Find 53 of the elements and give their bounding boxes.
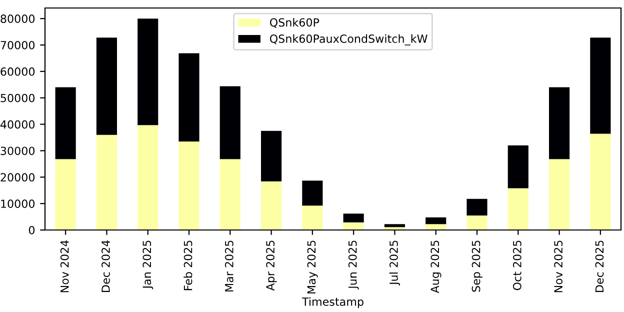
- bar: [302, 206, 323, 230]
- y-tick-label: 0: [28, 226, 35, 234]
- bar: [261, 130, 282, 182]
- y-tick-label: 40000: [0, 120, 35, 129]
- bar: [220, 159, 240, 230]
- x-tick-label: Apr 2025: [266, 240, 277, 291]
- bar: [302, 180, 323, 206]
- legend-label: QSnk60PauxCondSwitch_kW: [270, 34, 428, 46]
- legend-label: QSnk60P: [270, 18, 320, 28]
- bar: [590, 38, 611, 134]
- x-tick-label: Jul 2025: [389, 240, 400, 286]
- x-tick-label: Dec 2024: [102, 240, 110, 292]
- y-tick-label: 60000: [0, 67, 35, 76]
- x-tick-label: Nov 2024: [60, 240, 69, 292]
- bar: [426, 224, 446, 230]
- x-axis-title: Timestamp: [302, 297, 364, 308]
- y-tick-label: 70000: [0, 40, 35, 50]
- x-tick-label: Jun 2025: [348, 240, 359, 290]
- bar: [178, 53, 200, 142]
- bar: [343, 222, 364, 230]
- bar: [426, 217, 446, 224]
- bar: [549, 87, 570, 160]
- bar: [384, 224, 405, 228]
- y-tick-label: 30000: [0, 146, 35, 156]
- bar: [96, 134, 117, 230]
- x-tick-label: Mar 2025: [224, 240, 234, 292]
- bar: [466, 198, 488, 216]
- y-tick-label: 80000: [0, 14, 35, 23]
- x-tick-label: Oct 2025: [512, 240, 522, 290]
- bar: [138, 18, 158, 126]
- bar: [466, 215, 488, 230]
- bar: [508, 145, 528, 188]
- bar: [590, 134, 611, 230]
- bar: [343, 214, 364, 222]
- bar: [55, 159, 76, 230]
- bar: [508, 188, 528, 230]
- bar: [96, 38, 117, 135]
- y-tick-label: 10000: [1, 200, 35, 208]
- x-tick-label: Jan 2025: [142, 240, 154, 290]
- x-tick-label: Sep 2025: [472, 240, 482, 292]
- bar: [261, 181, 282, 230]
- bar: [220, 86, 240, 160]
- bar: [55, 87, 76, 160]
- x-tick-label: Nov 2025: [554, 240, 563, 292]
- x-tick-label: Dec 2025: [595, 240, 604, 292]
- bar: [138, 125, 158, 230]
- x-tick-label: May 2025: [307, 240, 318, 294]
- x-tick-label: Feb 2025: [184, 240, 192, 290]
- bar: [178, 141, 200, 230]
- x-tick-label: Aug 2025: [430, 240, 442, 294]
- y-tick-label: 50000: [0, 94, 35, 102]
- y-tick-label: 20000: [0, 173, 35, 182]
- bar: [549, 159, 570, 230]
